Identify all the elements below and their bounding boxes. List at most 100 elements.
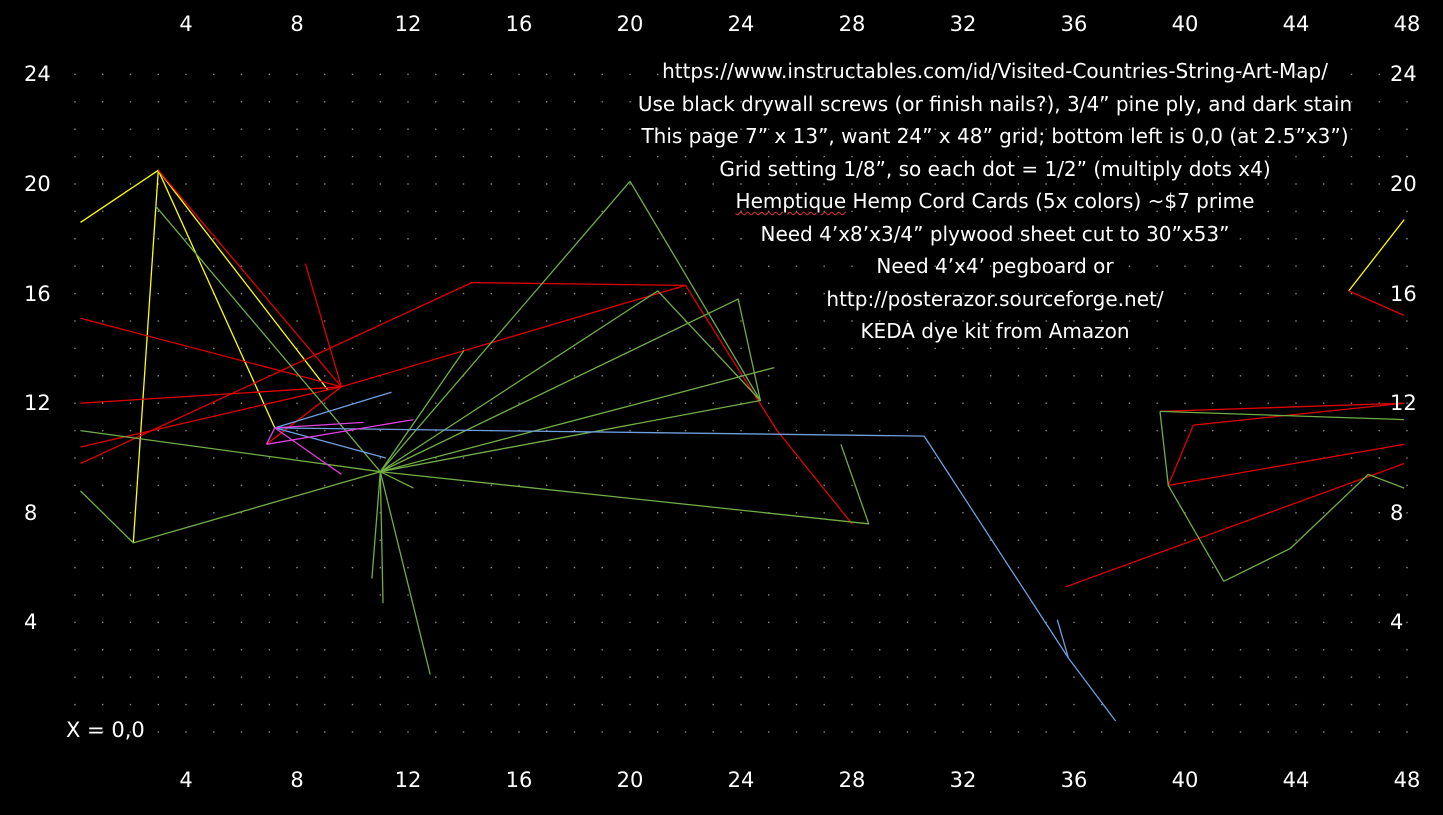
grid-dot (1073, 566, 1075, 569)
grid-dot (213, 73, 215, 76)
grid-dot (1323, 594, 1325, 596)
grid-dot (129, 676, 132, 678)
grid-dot (906, 703, 909, 706)
grid-dot (795, 238, 798, 240)
grid-dot (573, 429, 576, 432)
grid-dot (1017, 676, 1020, 678)
grid-dot (296, 265, 298, 267)
grid-dot (1156, 101, 1158, 103)
grid-dot (684, 402, 687, 404)
grid-dot (1184, 731, 1186, 733)
grid-dot (296, 539, 298, 541)
origin-label: X = 0,0 (66, 718, 145, 742)
grid-dot (1128, 375, 1131, 377)
grid-dot (879, 429, 881, 432)
grid-dot (1128, 101, 1131, 103)
grid-dot (1101, 265, 1103, 267)
grid-dot (740, 621, 742, 624)
grid-dot (1323, 402, 1325, 404)
grid-dot (1073, 155, 1075, 158)
grid-dot (379, 649, 381, 651)
grid-dot (657, 210, 659, 213)
red-string-5 (80, 317, 342, 388)
grid-dot (546, 566, 548, 569)
grid-dot (296, 676, 298, 678)
grid-dot (629, 457, 631, 459)
grid-dot (601, 621, 603, 624)
grid-dot (185, 265, 187, 267)
grid-dot (1017, 457, 1020, 459)
grid-dot (657, 566, 659, 569)
grid-dot (851, 676, 853, 678)
x-bottom-label: 12 (394, 768, 422, 792)
grid-dot (1101, 155, 1103, 158)
x-top-label: 40 (1171, 12, 1199, 36)
grid-dot (185, 512, 187, 514)
grid-dot (601, 402, 603, 404)
grid-dot (768, 210, 770, 213)
grid-dot (518, 210, 520, 213)
grid-dot (1017, 292, 1020, 295)
grid-dot (74, 539, 76, 541)
grid-dot (1045, 265, 1047, 267)
grid-dot (934, 676, 936, 678)
grid-dot (157, 703, 159, 706)
grid-dot (490, 731, 492, 733)
grid-dot (102, 73, 104, 76)
grid-dot (1045, 457, 1047, 459)
grid-dot (324, 676, 326, 678)
grid-dot (712, 183, 714, 185)
grid-dot (1323, 512, 1325, 514)
grid-dot (1323, 347, 1325, 350)
grid-dot (879, 594, 881, 596)
grid-dot (213, 210, 215, 213)
grid-dot (962, 539, 964, 541)
grid-dot (1323, 703, 1325, 706)
grid-dot (823, 402, 825, 404)
grid-dot (879, 484, 881, 487)
grid-dot (712, 429, 714, 432)
y-right-label: 20 (1390, 172, 1417, 196)
grid-dot (962, 566, 964, 569)
grid-dot (934, 238, 936, 240)
grid-dot (1073, 128, 1075, 130)
grid-dot (1128, 676, 1131, 678)
grid-dot (546, 101, 548, 103)
grid-dot (213, 429, 215, 432)
grid-dot (1156, 457, 1158, 459)
grid-dot (185, 621, 187, 624)
grid-dot (795, 101, 798, 103)
grid-dot (601, 375, 603, 377)
grid-dot (1267, 155, 1269, 158)
grid-dot (1295, 128, 1297, 130)
grid-dot (768, 73, 770, 76)
grid-dot (546, 429, 548, 432)
grid-dot (629, 347, 631, 350)
grid-dot (324, 238, 326, 240)
grid-dot (1350, 457, 1353, 459)
grid-dot (157, 292, 159, 295)
grid-dot (851, 320, 853, 322)
grid-dot (102, 155, 104, 158)
grid-dot (768, 539, 770, 541)
grid-dot (657, 375, 659, 377)
grid-dot (740, 484, 742, 487)
grid-dot (1101, 320, 1103, 322)
grid-dot (1350, 183, 1353, 185)
grid-dot (1267, 320, 1269, 322)
grid-dot (1323, 292, 1325, 295)
grid-dot (1017, 73, 1020, 76)
grid-dot (573, 676, 576, 678)
grid-dot (629, 484, 631, 487)
y-left-label: 24 (24, 62, 51, 87)
grid-dot (157, 210, 159, 213)
grid-dot (962, 183, 964, 185)
grid-dot (1184, 703, 1186, 706)
green-string-29 (1159, 410, 1405, 421)
grid-dot (1017, 101, 1020, 103)
grid-dot (379, 703, 381, 706)
grid-dot (435, 539, 437, 541)
grid-dot (1017, 265, 1020, 267)
grid-dot (1267, 210, 1269, 213)
grid-dot (351, 566, 354, 569)
